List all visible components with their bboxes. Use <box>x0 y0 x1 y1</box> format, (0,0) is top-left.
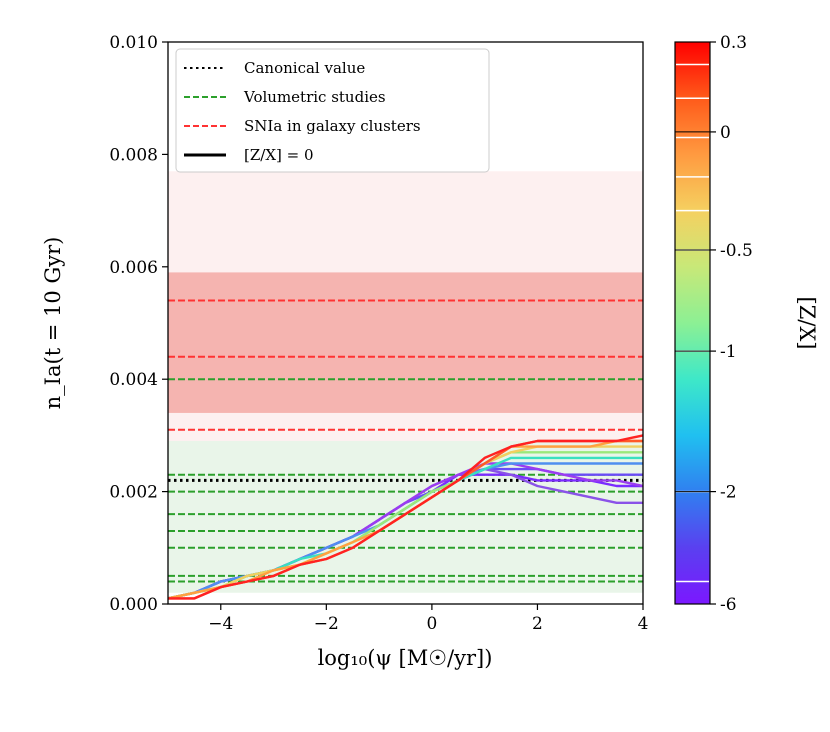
x-tick-label: 4 <box>638 614 649 634</box>
colorbar-title: [Z/X] <box>795 296 819 349</box>
y-axis-title: n_Ia(t = 10 Gyr) <box>41 237 65 410</box>
x-axis: −4 −2 0 2 4 <box>208 604 648 634</box>
volumetric-band <box>168 441 643 593</box>
legend-label: [Z/X] = 0 <box>244 146 314 164</box>
colorbar-tick-label: -0.5 <box>720 241 753 261</box>
y-tick-label: 0.008 <box>109 145 158 165</box>
y-tick-label: 0.004 <box>109 370 158 390</box>
legend-label: SNIa in galaxy clusters <box>244 117 421 135</box>
x-tick-label: 0 <box>426 614 437 634</box>
colorbar-gradient <box>675 42 710 604</box>
legend: Canonical value Volumetric studies SNIa in… <box>175 48 490 173</box>
x-tick-label: −2 <box>314 614 339 634</box>
cluster-band <box>168 272 643 413</box>
uncertainty-bands <box>168 171 643 593</box>
legend-label: Volumetric studies <box>243 88 386 106</box>
colorbar-tick-label: -6 <box>720 595 737 615</box>
y-tick-label: 0.000 <box>109 595 158 615</box>
x-tick-label: −4 <box>208 614 233 634</box>
colorbar-tick-label: -1 <box>720 342 737 362</box>
colorbar: 0.3 0 -0.5 -1 -2 -6 <box>674 33 753 615</box>
legend-label: Canonical value <box>244 59 365 77</box>
metallicity-series <box>168 434 643 600</box>
series-line <box>168 434 643 600</box>
colorbar-tick-label: 0.3 <box>720 33 747 53</box>
colorbar-tick-label: 0 <box>720 123 731 143</box>
legend-box <box>175 48 490 173</box>
x-tick-label: 2 <box>532 614 543 634</box>
x-axis-title: log₁₀(ψ [M☉/yr]) <box>318 646 493 670</box>
plot-frame <box>167 41 644 605</box>
y-tick-label: 0.002 <box>109 483 158 503</box>
y-tick-label: 0.006 <box>109 258 158 278</box>
colorbar-tick-label: -2 <box>720 483 737 503</box>
cluster-band <box>168 171 643 442</box>
y-tick-label: 0.010 <box>109 33 158 53</box>
y-axis: 0.000 0.002 0.004 0.006 0.008 0.010 <box>109 33 168 615</box>
